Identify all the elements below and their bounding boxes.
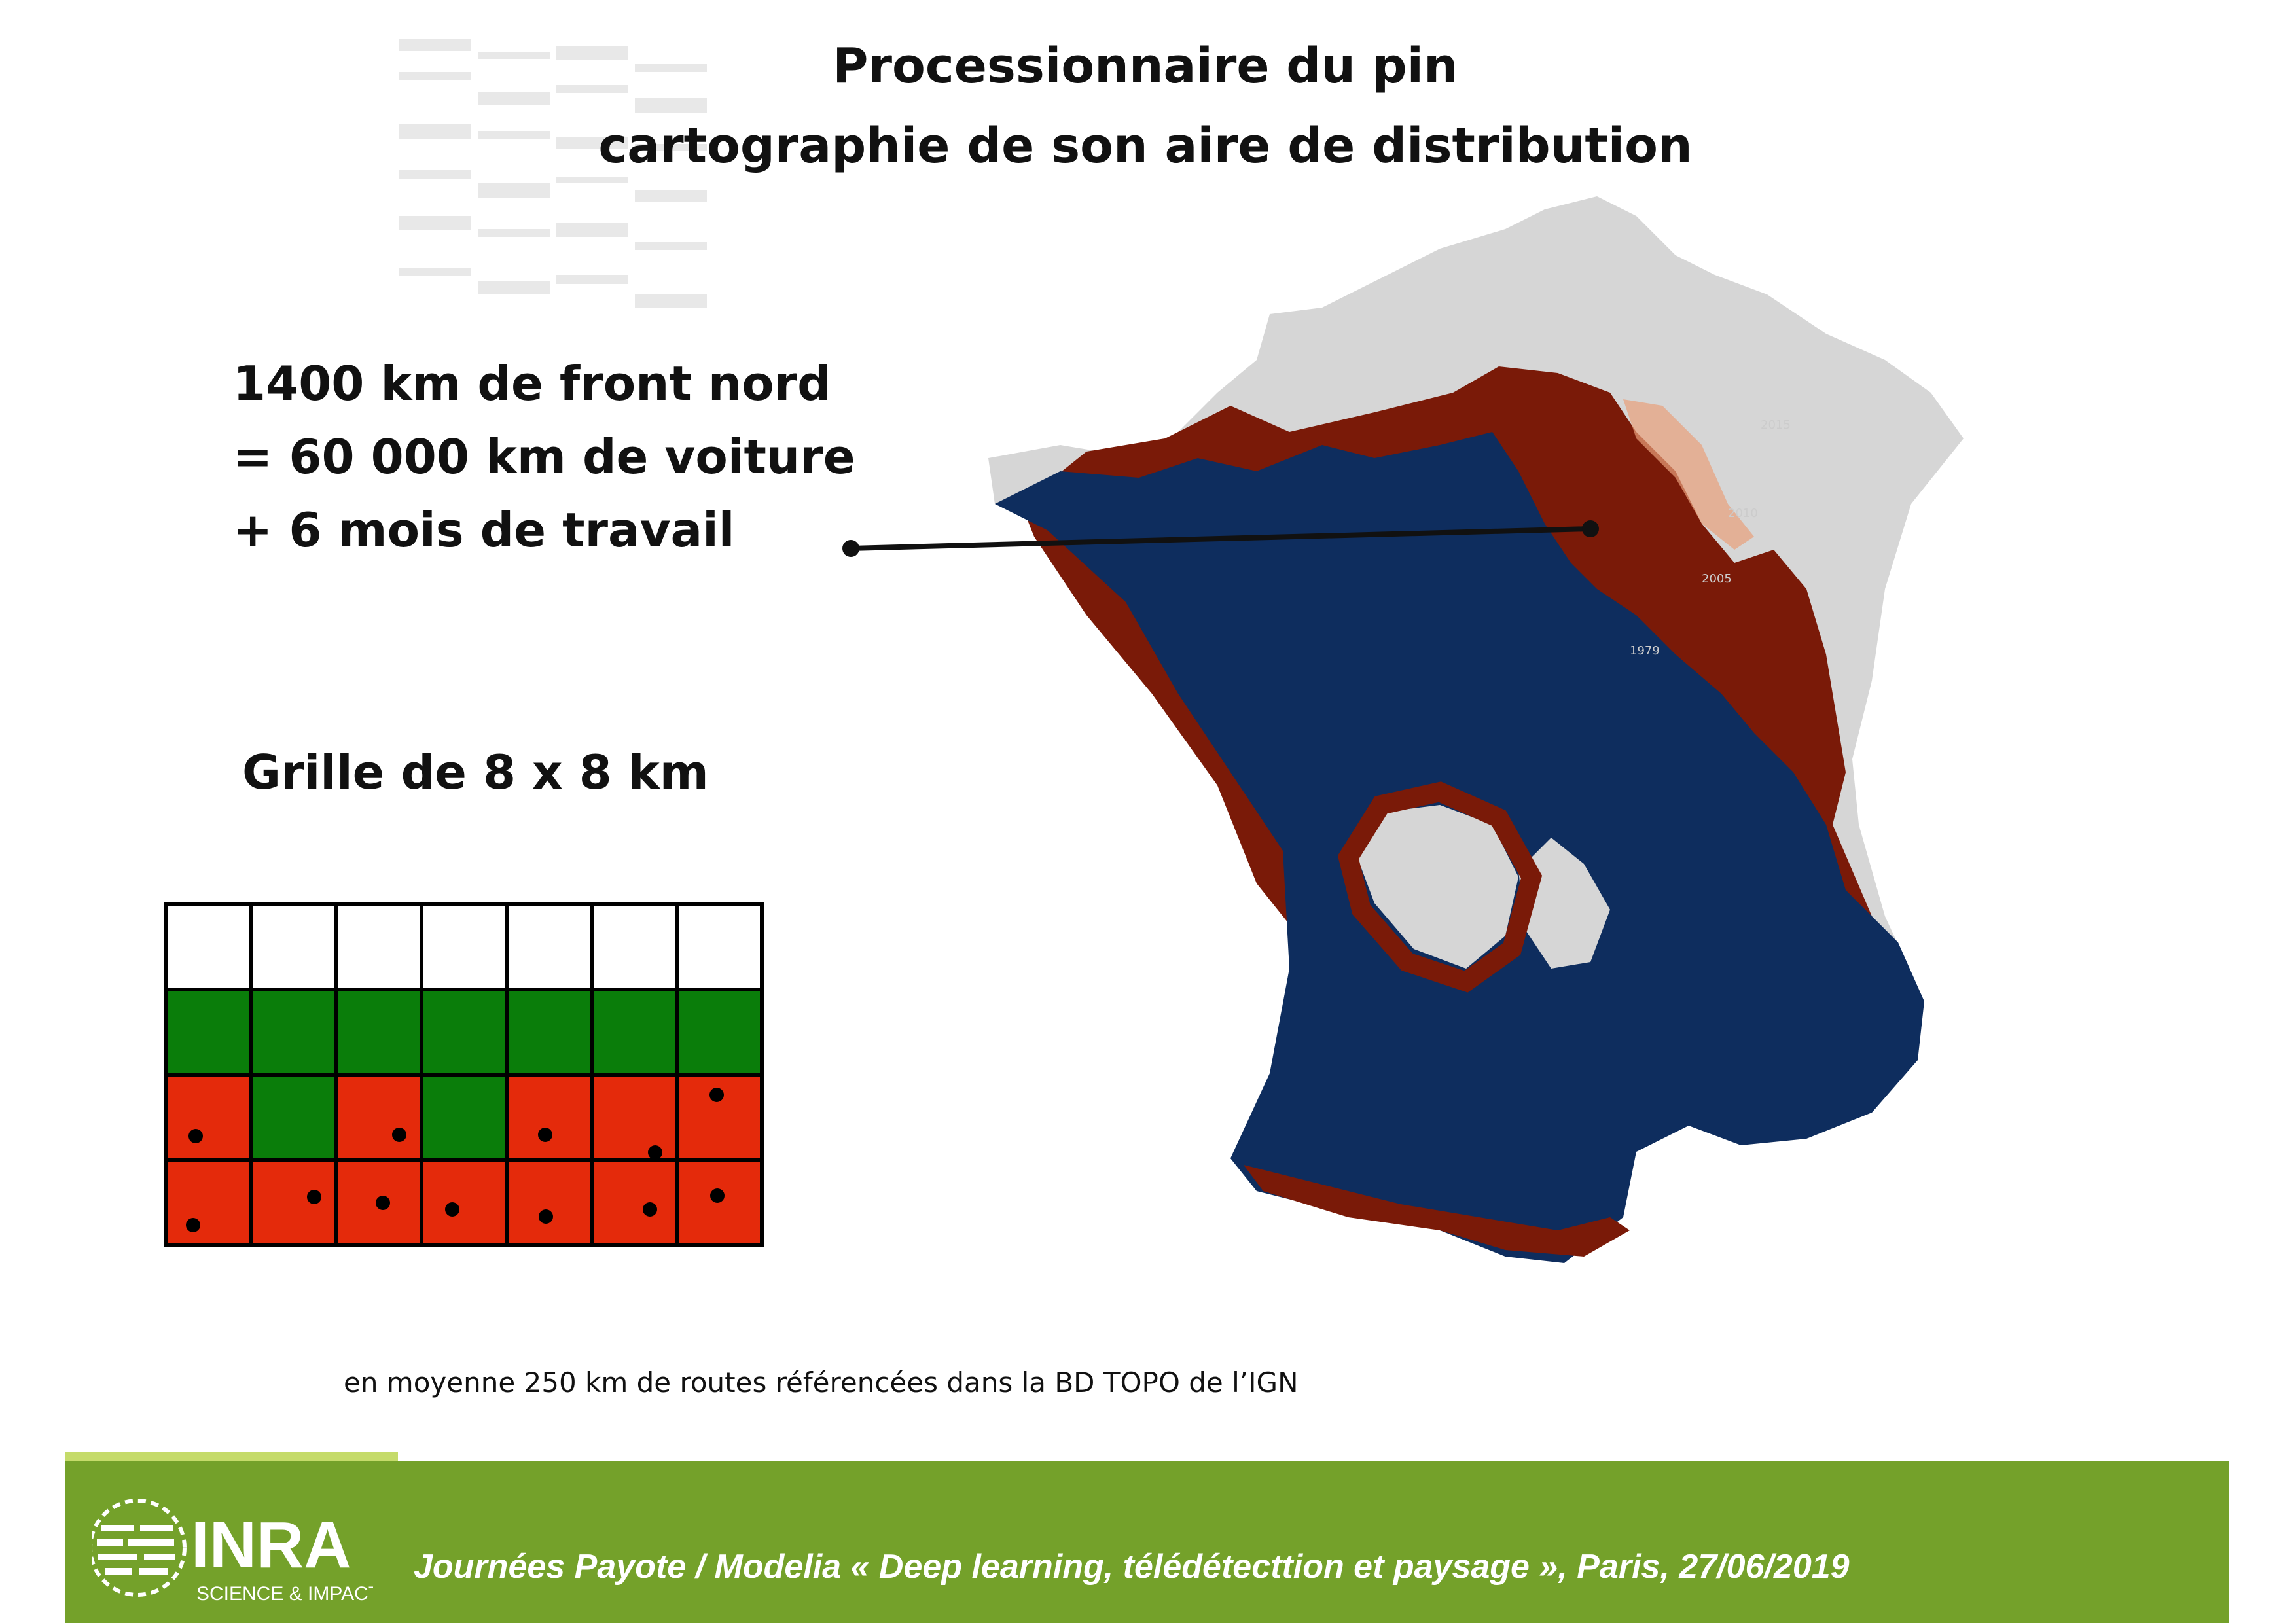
grid-cell-white (420, 902, 509, 991)
sample-dot (307, 1190, 321, 1204)
stats-line-1: 1400 km de front nord (233, 356, 831, 411)
logo-emblem (92, 1499, 187, 1597)
year-label-1979: 1979 (1630, 644, 1660, 658)
grid-cell-red (675, 1073, 764, 1162)
year-label-2005: 2005 (1702, 572, 1732, 586)
sample-dot (186, 1218, 200, 1232)
footer-accent-bar (65, 1452, 398, 1461)
sample-dot (648, 1145, 662, 1160)
grid-cell-white (505, 902, 594, 991)
grid-cell-green (249, 1073, 338, 1162)
grid-cell-red (249, 1158, 338, 1247)
uncolonized-highlands (1355, 805, 1518, 969)
sample-dot (539, 1209, 553, 1224)
grid-cell-red (505, 1158, 594, 1247)
title-line-1: Processionnaire du pin (833, 38, 1458, 94)
grid-cell-red (420, 1158, 509, 1247)
footer-event-text: Journées Payote / Modelia « Deep learnin… (414, 1548, 1850, 1586)
title-line-2: cartographie de son aire de distribution (598, 118, 1693, 174)
roads-note: en moyenne 250 km de routes référencées … (344, 1366, 1299, 1399)
grid-cell-green (420, 988, 509, 1077)
grid-cell-white (675, 902, 764, 991)
grid-cell-white (164, 902, 253, 991)
year-label-2015: 2015 (1761, 418, 1791, 432)
sample-dot (710, 1188, 725, 1203)
grid-cell-red (164, 1073, 253, 1162)
grid-cell-white (249, 902, 338, 991)
footer-bar (65, 1461, 2229, 1623)
sample-dot (376, 1196, 390, 1210)
logo-name: INRA (191, 1508, 351, 1582)
grid-cell-green (164, 988, 253, 1077)
grid-cell-red (164, 1158, 253, 1247)
grid-cell-green (334, 988, 423, 1077)
sample-dot (643, 1202, 657, 1217)
decorative-stripes (399, 39, 707, 308)
sampling-grid (164, 902, 764, 1247)
grid-cell-green (420, 1073, 509, 1162)
grid-cell-green (675, 988, 764, 1077)
grid-cell-red (505, 1073, 594, 1162)
sample-dot (709, 1088, 724, 1102)
front-stats: 1400 km de front nord = 60 000 km de voi… (233, 347, 855, 567)
stats-line-3: + 6 mois de travail (233, 503, 735, 558)
front-fringe (1623, 399, 1754, 550)
uncolonized-alps (1518, 838, 1610, 969)
sample-dot (188, 1129, 203, 1143)
slide-title: Processionnaire du pin cartographie de s… (497, 26, 1793, 186)
grid-cell-red (590, 1158, 679, 1247)
grid-title: Grille de 8 x 8 km (242, 745, 709, 800)
logo-tagline: SCIENCE & IMPACT (196, 1583, 373, 1605)
sample-dot (445, 1202, 459, 1217)
year-label-2010: 2010 (1728, 507, 1758, 520)
france-distribution-map: 2015 2010 2005 1979 (988, 196, 1964, 1263)
grid-cell-white (590, 902, 679, 991)
grid-cell-red (334, 1073, 423, 1162)
front-band-central (1337, 781, 1543, 993)
stats-line-2: = 60 000 km de voiture (233, 429, 855, 484)
inra-logo: INRA SCIENCE & IMPACT (92, 1499, 373, 1605)
grid-cell-green (505, 988, 594, 1077)
grid-cell-white (334, 902, 423, 991)
front-band-south (1244, 1165, 1630, 1257)
grid-cell-red (590, 1073, 679, 1162)
sample-dot (538, 1128, 552, 1142)
sample-dot (392, 1128, 406, 1142)
grid-cell-green (249, 988, 338, 1077)
grid-cell-green (590, 988, 679, 1077)
